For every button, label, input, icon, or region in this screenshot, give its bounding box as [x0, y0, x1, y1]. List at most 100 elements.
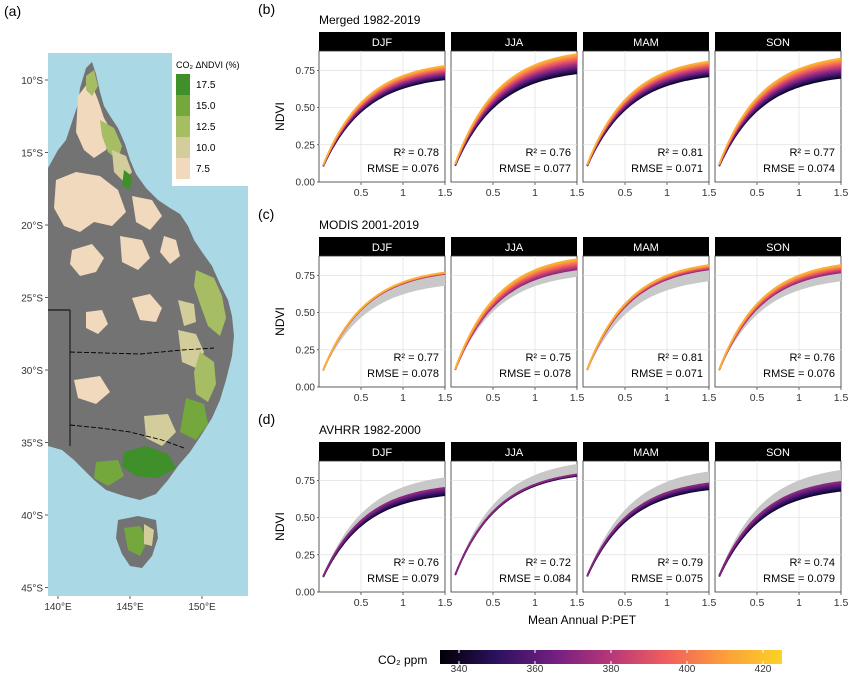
y-tick-label: 0.25 [296, 345, 316, 356]
x-tick-label: 1 [532, 392, 538, 404]
r2-annotation: R² = 0.75 [525, 352, 571, 364]
co2-curve [586, 60, 710, 165]
facet-mam: MAM R² = 0.79 RMSE = 0.075 0.5 1 1.5 [582, 442, 717, 609]
lat-tick-label: 15°S [21, 149, 43, 160]
map-legend-swatch [176, 95, 190, 116]
y-tick-label: 0.00 [296, 383, 316, 394]
map-panel: (a) [4, 3, 248, 613]
map-legend-swatch [176, 158, 190, 179]
x-tick-label: 1.5 [702, 392, 717, 404]
facet-djf: DJF R² = 0.76 RMSE = 0.079 0.5 1 1.5 [318, 442, 453, 609]
r2-annotation: R² = 0.76 [393, 557, 439, 569]
rmse-annotation: RMSE = 0.084 [499, 573, 571, 585]
facet-strip-label: DJF [372, 37, 392, 49]
co2-curve [322, 65, 446, 166]
state-border [69, 424, 185, 449]
x-tick-label: 1 [664, 187, 670, 199]
co2-curve [454, 473, 578, 576]
rmse-annotation: RMSE = 0.074 [763, 163, 835, 175]
facet-strip [319, 237, 445, 256]
facet-jja: JJA R² = 0.72 RMSE = 0.084 0.5 1 1.5 [450, 442, 584, 609]
facet-row-3: (d)AVHRR 1982-2000NDVI0.000.250.500.75DJ… [258, 411, 848, 609]
x-tick-label: 1.5 [438, 392, 453, 404]
r2-annotation: R² = 0.81 [657, 147, 703, 159]
lat-tick-label: 20°S [21, 221, 43, 232]
facet-plot-area [582, 50, 710, 183]
co2-curve [586, 482, 710, 577]
r2-annotation: R² = 0.76 [525, 147, 571, 159]
row-title: Merged 1982-2019 [319, 13, 421, 27]
map-legend-swatch [176, 137, 190, 158]
co2-curve [322, 487, 446, 577]
x-tick-label: 0.5 [618, 392, 633, 404]
rmse-annotation: RMSE = 0.075 [631, 573, 703, 585]
y-axis-title: NDVI [273, 102, 287, 131]
colorbar-title: CO₂ ppm [378, 653, 427, 667]
facet-strip [319, 32, 445, 51]
x-tick-label: 1 [400, 597, 406, 609]
y-tick-label: 0.25 [296, 140, 316, 151]
x-tick-label: 1.5 [834, 597, 849, 609]
facet-son: SON R² = 0.76 RMSE = 0.076 0.5 1 1.5 [714, 237, 849, 404]
rmse-annotation: RMSE = 0.076 [763, 368, 835, 380]
row-title: AVHRR 1982-2000 [319, 423, 421, 437]
map-legend-swatch [176, 74, 190, 95]
x-tick-label: 1.5 [702, 597, 717, 609]
facet-strip-label: DJF [372, 242, 392, 254]
observed-range-band [587, 471, 709, 576]
x-tick-label: 1 [796, 187, 802, 199]
co2-curve [718, 481, 842, 576]
x-tick-label: 1.5 [438, 597, 453, 609]
state-border [69, 347, 215, 355]
map-legend-label: 10.0 [196, 143, 216, 154]
colorbar-tick-label: 380 [603, 664, 620, 673]
rmse-annotation: RMSE = 0.071 [631, 163, 703, 175]
panel-label: (b) [258, 1, 275, 17]
y-tick-label: 0.50 [296, 513, 316, 524]
facet-strip [583, 237, 709, 256]
facet-strip [583, 442, 709, 461]
facet-strip-label: JJA [505, 447, 524, 459]
facet-row-1: (b)Merged 1982-2019NDVI0.000.250.500.75D… [258, 1, 848, 199]
lat-tick-label: 30°S [21, 366, 43, 377]
map-legend-swatch [176, 116, 190, 137]
facet-strip-label: JJA [505, 37, 524, 49]
x-tick-label: 1 [664, 392, 670, 404]
facet-strip-label: MAM [633, 447, 659, 459]
lon-tick-label: 140°E [44, 602, 72, 613]
observed-range-band [719, 469, 841, 576]
facet-plot-area [450, 460, 578, 593]
colorbar-tick-label: 360 [527, 664, 544, 673]
map-legend-keys: 17.5 15.0 12.5 10.0 7.5 [176, 74, 216, 179]
colorbar-tick-label: 340 [451, 664, 468, 673]
r2-annotation: R² = 0.72 [525, 557, 571, 569]
rmse-annotation: RMSE = 0.077 [499, 163, 571, 175]
lat-tick-label: 40°S [21, 511, 43, 522]
r2-annotation: R² = 0.74 [789, 557, 835, 569]
x-tick-label: 0.5 [354, 392, 369, 404]
co2-curve [454, 258, 578, 370]
x-tick-label: 1 [400, 187, 406, 199]
facet-mam: MAM R² = 0.81 RMSE = 0.071 0.5 1 1.5 [582, 32, 716, 199]
y-tick-label: 0.50 [296, 308, 316, 319]
lat-tick-label: 45°S [21, 584, 43, 595]
x-tick-label: 1.5 [438, 187, 453, 199]
x-tick-label: 0.5 [354, 187, 369, 199]
facet-strip [583, 32, 709, 51]
x-axis-title: Mean Annual P:PET [528, 613, 637, 627]
lat-tick-label: 10°S [21, 76, 43, 87]
y-tick-label: 0.00 [296, 588, 316, 599]
y-tick-label: 0.75 [296, 271, 316, 282]
panel-label: (d) [258, 411, 275, 427]
x-tick-label: 1.5 [834, 392, 849, 404]
observed-range-band [323, 273, 445, 372]
facet-strip-label: SON [766, 37, 790, 49]
y-tick-label: 0.75 [296, 66, 316, 77]
rmse-annotation: RMSE = 0.079 [763, 573, 835, 585]
facet-djf: DJF R² = 0.78 RMSE = 0.076 0.5 1 1.5 [318, 32, 453, 199]
x-tick-label: 1.5 [570, 392, 585, 404]
r2-annotation: R² = 0.81 [657, 352, 703, 364]
facet-row-2: (c)MODIS 2001-2019NDVI0.000.250.500.75DJ… [258, 206, 848, 404]
x-tick-label: 1 [796, 392, 802, 404]
y-axis-title: NDVI [273, 307, 287, 336]
